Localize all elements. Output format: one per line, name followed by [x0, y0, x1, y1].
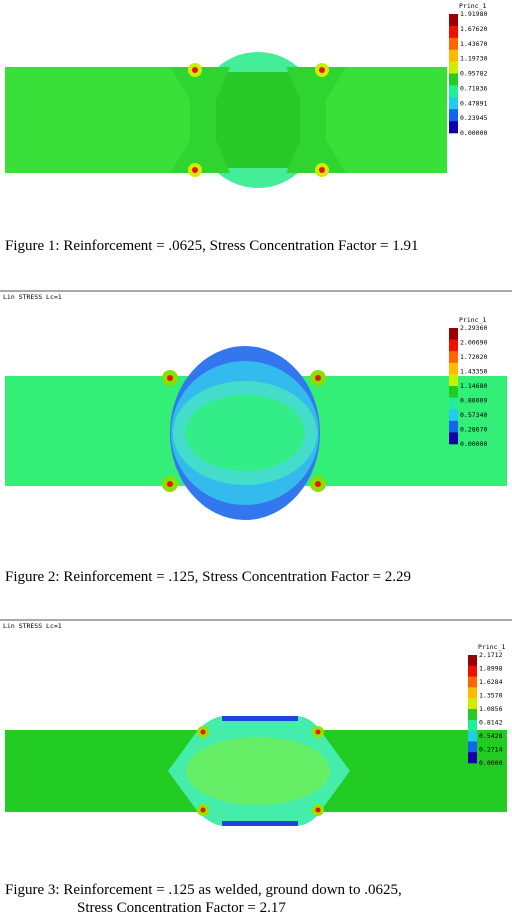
- figure-3-plot: [5, 716, 507, 826]
- legend-band: [468, 730, 477, 742]
- legend-band: [468, 741, 477, 753]
- legend-label: 0.47891: [460, 99, 487, 107]
- legend-label: 0.28670: [460, 426, 487, 434]
- legend-title: Princ_1: [459, 316, 486, 324]
- legend-label: 1.3570: [479, 692, 503, 700]
- legend-band: [449, 73, 458, 86]
- legend-band: [449, 351, 458, 364]
- caption: Stress Concentration Factor = 2.17: [77, 900, 286, 916]
- legend-band: [449, 109, 458, 122]
- legend-label: 0.5428: [479, 732, 503, 740]
- legend-band: [449, 97, 458, 110]
- legend-label: 0.0000: [479, 759, 503, 767]
- legend-label: 2.00690: [460, 339, 487, 347]
- legend-label: 0.86009: [460, 397, 487, 405]
- legend-band: [468, 676, 477, 688]
- legend-band: [449, 362, 458, 375]
- legend-band: [449, 374, 458, 387]
- caption: Figure 1: Reinforcement = .0625, Stress …: [5, 238, 419, 254]
- header: Lin STRESS Lc=1: [3, 622, 62, 630]
- caption: Figure 3: Reinforcement = .125 as welded…: [5, 882, 402, 898]
- legend-band: [449, 328, 458, 340]
- legend-band: [449, 121, 458, 134]
- legend-band: [468, 719, 477, 731]
- legend-band: [468, 655, 477, 667]
- figure-2-plot: [5, 346, 507, 520]
- legend-label: 1.67620: [460, 25, 487, 33]
- legend-label: 0.8142: [479, 719, 503, 727]
- legend-band: [468, 752, 477, 764]
- legend-band: [449, 61, 458, 74]
- legend-label: 0.95782: [460, 70, 487, 78]
- legend-label: 1.19730: [460, 55, 487, 63]
- legend-label: 1.8998: [479, 665, 503, 673]
- legend-label: 0.2714: [479, 746, 503, 754]
- legend-label: 1.0856: [479, 705, 503, 713]
- legend-band: [449, 25, 458, 39]
- legend-label: 0.71836: [460, 84, 487, 92]
- legend-band: [449, 432, 458, 445]
- legend-label: 2.29360: [460, 324, 487, 332]
- header: Lin STRESS Lc=1: [3, 293, 62, 301]
- legend-band: [449, 420, 458, 433]
- legend-band: [449, 14, 458, 27]
- legend-band: [468, 687, 477, 699]
- legend-label: 1.91980: [460, 10, 487, 18]
- legend-band: [449, 339, 458, 352]
- legend-label: 1.14680: [460, 382, 487, 390]
- legend-label: 1.6284: [479, 678, 503, 686]
- legend-label: 0.00000: [460, 129, 487, 137]
- legend-label: 1.72020: [460, 353, 487, 361]
- legend-band: [468, 698, 477, 710]
- legend-label: 1.43670: [460, 40, 487, 48]
- legend-band: [449, 386, 458, 398]
- legend-band: [449, 409, 458, 422]
- figure-1-plot: [5, 52, 447, 188]
- legend-title: Princ_1: [478, 643, 505, 651]
- legend-label: 2.1712: [479, 651, 503, 659]
- legend-band: [449, 397, 458, 410]
- legend-label: 0.00000: [460, 440, 487, 448]
- legend-band: [449, 37, 458, 50]
- legend-band: [468, 709, 477, 721]
- legend-band: [449, 85, 458, 98]
- legend-band: [468, 665, 477, 677]
- caption: Figure 2: Reinforcement = .125, Stress C…: [5, 569, 411, 585]
- legend-band: [449, 49, 458, 62]
- legend-label: 0.57340: [460, 411, 487, 419]
- legend-title: Princ_1: [459, 2, 486, 10]
- legend-label: 0.23945: [460, 114, 487, 122]
- legend-label: 1.43350: [460, 368, 487, 376]
